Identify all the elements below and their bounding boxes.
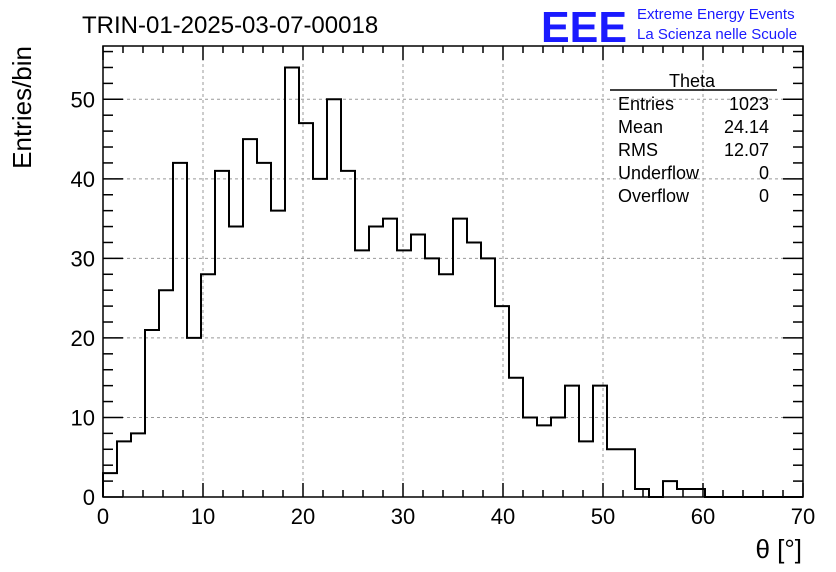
stats-title: Theta	[669, 71, 716, 91]
x-tick-label: 20	[291, 504, 315, 529]
stats-label: RMS	[618, 140, 658, 160]
eee-logo-mark: EEE	[541, 3, 627, 52]
y-tick-label: 0	[83, 485, 95, 510]
y-tick-label: 40	[71, 167, 95, 192]
chart-title: TRIN-01-2025-03-07-00018	[82, 12, 378, 39]
y-axis-label: Entries/bin	[7, 46, 37, 169]
x-tick-labels: 0 10 20 30 40 50 60 70	[97, 504, 815, 529]
x-tick-label: 10	[191, 504, 215, 529]
eee-logo-line1: Extreme Energy Events	[637, 6, 795, 23]
histogram-line	[102, 66, 803, 498]
stats-rows: Entries 1023 Mean 24.14 RMS 12.07 Underflow 0 Ov…	[618, 94, 769, 206]
y-tick-labels: 0 10 20 30 40 50	[71, 87, 95, 510]
stats-value: 1023	[729, 94, 769, 114]
stats-label: Overflow	[618, 186, 690, 206]
stats-value: 0	[759, 186, 769, 206]
y-tick-label: 20	[71, 326, 95, 351]
stats-value: 24.14	[724, 117, 769, 137]
x-tick-label: 30	[391, 504, 415, 529]
stats-value: 0	[759, 163, 769, 183]
eee-logo: EEE Extreme Energy Events La Scienza nel…	[541, 3, 797, 52]
x-tick-label: 50	[591, 504, 615, 529]
y-tick-label: 50	[71, 87, 95, 112]
y-tick-label: 10	[71, 405, 95, 430]
x-tick-label: 70	[791, 504, 815, 529]
x-tick-label: 40	[491, 504, 515, 529]
stats-label: Entries	[618, 94, 674, 114]
eee-logo-line2: La Scienza nelle Scuole	[637, 26, 797, 43]
x-tick-label: 0	[97, 504, 109, 529]
stats-label: Underflow	[618, 163, 700, 183]
x-axis-label: θ [°]	[755, 534, 802, 564]
stats-label: Mean	[618, 117, 663, 137]
axis-ticks	[102, 46, 804, 498]
stats-box: Theta Entries 1023 Mean 24.14 RMS 12.07 Underf…	[610, 71, 777, 206]
stats-value: 12.07	[724, 140, 769, 160]
x-tick-label: 60	[691, 504, 715, 529]
plot-frame	[102, 45, 804, 498]
y-tick-label: 30	[71, 246, 95, 271]
